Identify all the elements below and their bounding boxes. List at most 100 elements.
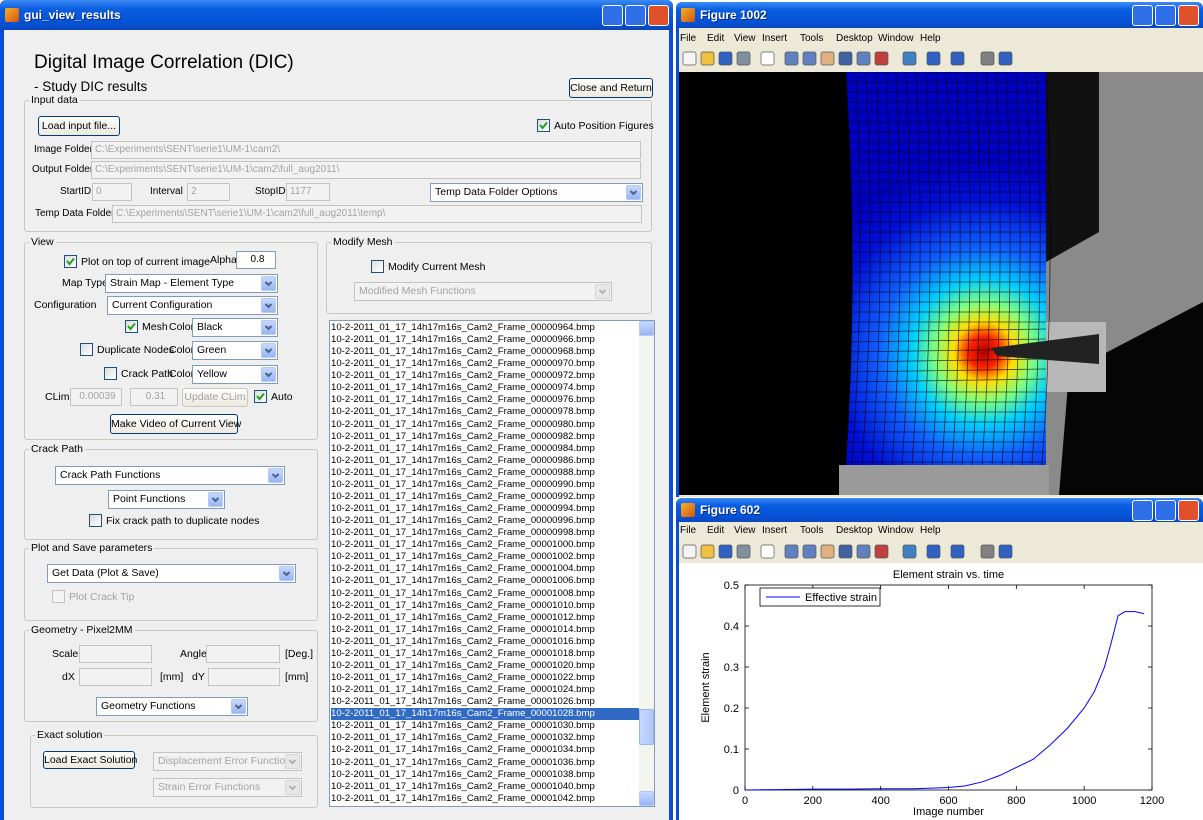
file-item[interactable]: 10-2-2011_01_17_14h17m16s_Cam2_Frame_000… [331,720,639,732]
x-tick-label: 0 [742,795,748,807]
file-item[interactable]: 10-2-2011_01_17_14h17m16s_Cam2_Frame_000… [331,624,639,636]
dropdown[interactable]: Get Data (Plot & Save) [47,564,296,583]
file-list[interactable]: 10-2-2011_01_17_14h17m16s_Cam2_Frame_000… [329,320,655,807]
button[interactable]: Make Video of Current View [110,414,238,434]
dropdown[interactable]: Geometry Functions [96,697,248,716]
maximize-button[interactable] [1155,500,1176,521]
scroll-up[interactable] [639,321,654,336]
dropdown-arrow [285,754,300,769]
file-item[interactable]: 10-2-2011_01_17_14h17m16s_Cam2_Frame_000… [331,539,639,551]
file-item[interactable]: 10-2-2011_01_17_14h17m16s_Cam2_Frame_000… [331,394,639,406]
file-item[interactable]: 10-2-2011_01_17_14h17m16s_Cam2_Frame_000… [331,370,639,382]
label: Exact solution [35,728,104,742]
x-tick-label: 1000 [1072,795,1096,807]
checkbox[interactable] [104,367,117,380]
close-button[interactable] [648,5,669,26]
dropdown[interactable]: Current Configuration [107,296,278,315]
file-item[interactable]: 10-2-2011_01_17_14h17m16s_Cam2_Frame_000… [331,419,639,431]
file-item[interactable]: 10-2-2011_01_17_14h17m16s_Cam2_Frame_000… [331,491,639,503]
file-item[interactable]: 10-2-2011_01_17_14h17m16s_Cam2_Frame_000… [331,612,639,624]
file-item[interactable]: 10-2-2011_01_17_14h17m16s_Cam2_Frame_000… [331,406,639,418]
file-item[interactable]: 10-2-2011_01_17_14h17m16s_Cam2_Frame_000… [331,757,639,769]
file-item[interactable]: 10-2-2011_01_17_14h17m16s_Cam2_Frame_000… [331,744,639,756]
scroll-down[interactable] [639,791,654,806]
file-item[interactable]: 10-2-2011_01_17_14h17m16s_Cam2_Frame_000… [331,696,639,708]
dropdown-arrow [231,699,246,714]
toolbar-icons [679,541,1203,563]
close-button[interactable] [1178,500,1199,521]
dropdown: Displacement Error Functions [153,752,302,771]
dropdown[interactable]: Temp Data Folder Options [430,183,643,202]
file-item[interactable]: 10-2-2011_01_17_14h17m16s_Cam2_Frame_000… [331,793,639,805]
file-item[interactable]: 10-2-2011_01_17_14h17m16s_Cam2_Frame_000… [331,732,639,744]
label: Duplicate Nodes [97,343,174,357]
checkbox[interactable] [80,343,93,356]
file-item[interactable]: 10-2-2011_01_17_14h17m16s_Cam2_Frame_000… [331,648,639,660]
dropdown[interactable]: Point Functions [108,490,225,509]
button[interactable]: Close and Return [569,78,653,98]
file-item[interactable]: 10-2-2011_01_17_14h17m16s_Cam2_Frame_000… [331,781,639,793]
file-item[interactable]: 10-2-2011_01_17_14h17m16s_Cam2_Frame_000… [331,527,639,539]
file-item[interactable]: 10-2-2011_01_17_14h17m16s_Cam2_Frame_000… [331,467,639,479]
file-item[interactable]: 10-2-2011_01_17_14h17m16s_Cam2_Frame_000… [331,322,639,334]
file-item[interactable]: 10-2-2011_01_17_14h17m16s_Cam2_Frame_000… [331,563,639,575]
checkbox[interactable] [254,390,267,403]
checkbox[interactable] [89,514,102,527]
check-mark [65,256,76,267]
text-field: C:\Experiments\SENT\serie1\UM-1\cam2\ful… [112,205,642,223]
file-item[interactable]: 10-2-2011_01_17_14h17m16s_Cam2_Frame_000… [331,551,639,563]
maximize-button[interactable] [1155,5,1176,26]
text-field: 0 [92,183,132,201]
arrow-icon [232,700,245,713]
file-item[interactable]: 10-2-2011_01_17_14h17m16s_Cam2_Frame_000… [331,805,639,807]
arrow-icon [286,781,299,794]
arrow-icon [286,755,299,768]
file-item[interactable]: 10-2-2011_01_17_14h17m16s_Cam2_Frame_000… [331,588,639,600]
dropdown[interactable]: Strain Map - Element Type [105,274,278,293]
file-item[interactable]: 10-2-2011_01_17_14h17m16s_Cam2_Frame_000… [331,660,639,672]
window-icon [681,8,695,22]
file-item[interactable]: 10-2-2011_01_17_14h17m16s_Cam2_Frame_000… [331,575,639,587]
label: Tools [800,32,823,46]
file-item[interactable]: 10-2-2011_01_17_14h17m16s_Cam2_Frame_000… [331,358,639,370]
checkbox[interactable] [537,119,550,132]
maximize-button[interactable] [625,5,646,26]
minimize-button[interactable] [1132,500,1153,521]
checkbox[interactable] [125,320,138,333]
file-item[interactable]: 10-2-2011_01_17_14h17m16s_Cam2_Frame_000… [331,600,639,612]
button[interactable]: Load Exact Solution [43,751,135,769]
file-item[interactable]: 10-2-2011_01_17_14h17m16s_Cam2_Frame_000… [331,334,639,346]
file-item[interactable]: 10-2-2011_01_17_14h17m16s_Cam2_Frame_000… [331,479,639,491]
file-item[interactable]: 10-2-2011_01_17_14h17m16s_Cam2_Frame_000… [331,503,639,515]
label: Edit [707,32,724,46]
close-button[interactable] [1178,5,1199,26]
dropdown[interactable]: Crack Path Functions [55,466,285,485]
minimize-button[interactable] [1132,5,1153,26]
dropdown-arrow [595,284,610,299]
scroll-thumb[interactable] [639,709,654,745]
file-item[interactable]: 10-2-2011_01_17_14h17m16s_Cam2_Frame_000… [331,443,639,455]
label: Crack Path [121,367,173,381]
file-item[interactable]: 10-2-2011_01_17_14h17m16s_Cam2_Frame_000… [331,515,639,527]
arrow-icon [280,567,293,580]
file-item[interactable]: 10-2-2011_01_17_14h17m16s_Cam2_Frame_000… [331,684,639,696]
minimize-button[interactable] [602,5,623,26]
dropdown[interactable]: Yellow [192,365,278,384]
text-field[interactable]: 0.8 [236,251,276,269]
checkbox[interactable] [64,255,77,268]
file-item[interactable]: 10-2-2011_01_17_14h17m16s_Cam2_Frame_000… [331,346,639,358]
dropdown[interactable]: Black [192,318,278,337]
file-item[interactable]: 10-2-2011_01_17_14h17m16s_Cam2_Frame_000… [331,455,639,467]
file-item[interactable]: 10-2-2011_01_17_14h17m16s_Cam2_Frame_000… [331,431,639,443]
file-item[interactable]: 10-2-2011_01_17_14h17m16s_Cam2_Frame_000… [331,636,639,648]
file-item[interactable]: 10-2-2011_01_17_14h17m16s_Cam2_Frame_000… [331,382,639,394]
label: Modify Mesh [331,235,395,249]
dropdown-arrow [261,298,276,313]
file-item[interactable]: 10-2-2011_01_17_14h17m16s_Cam2_Frame_000… [331,708,639,720]
checkbox[interactable] [371,260,384,273]
file-item[interactable]: 10-2-2011_01_17_14h17m16s_Cam2_Frame_000… [331,769,639,781]
button[interactable]: Load input file... [38,116,120,136]
dropdown[interactable]: Green [192,341,278,360]
file-item[interactable]: 10-2-2011_01_17_14h17m16s_Cam2_Frame_000… [331,672,639,684]
dropdown-arrow [261,343,276,358]
